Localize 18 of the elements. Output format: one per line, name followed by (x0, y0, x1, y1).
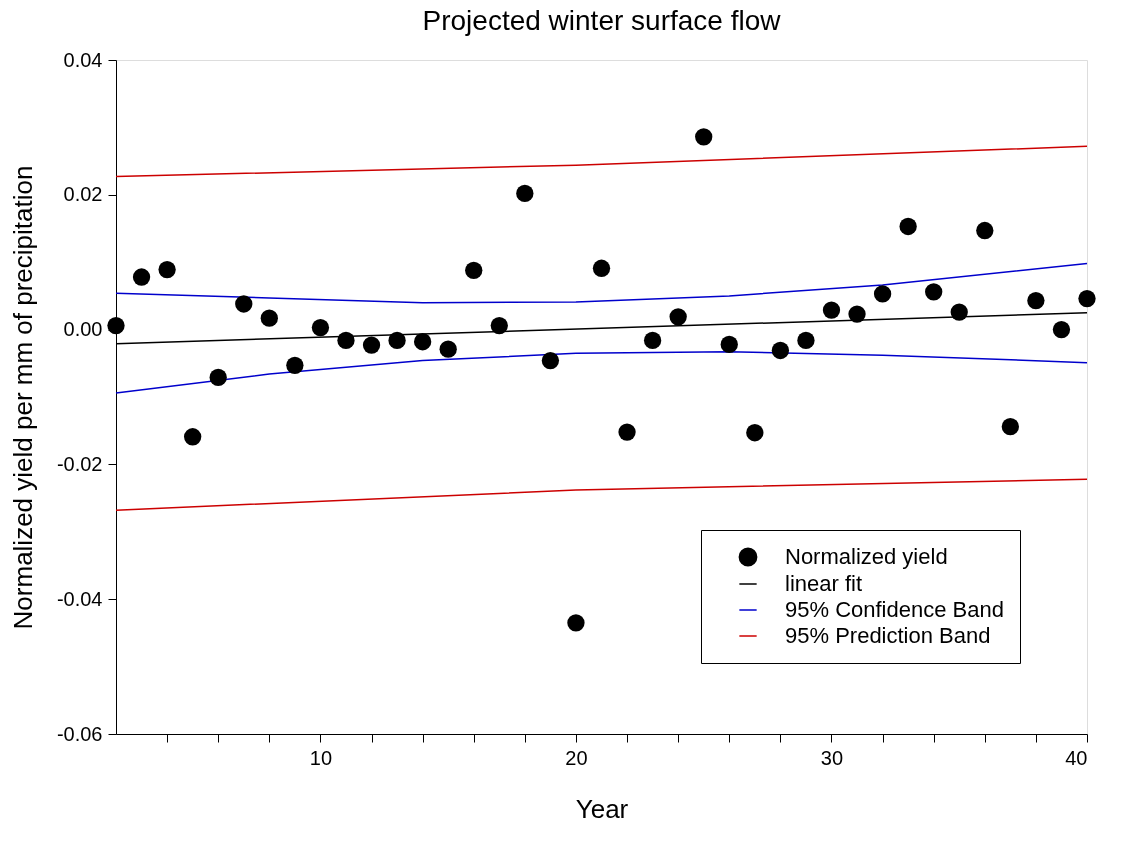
legend-label: 95% Confidence Band (785, 597, 1004, 622)
y-tick-label: -0.04 (56, 587, 103, 610)
y-tick-label: -0.06 (56, 722, 103, 745)
legend-label: linear fit (785, 571, 863, 596)
legend-label: Normalized yield (785, 544, 948, 569)
x-tick-label: 10 (309, 746, 333, 769)
y-tick-label: 0.02 (63, 183, 103, 206)
chart-title: Projected winter surface flow (422, 5, 782, 36)
x-tick-label: 20 (565, 746, 588, 769)
y-tick-label: 0.00 (63, 318, 103, 341)
line-series (115, 262, 1088, 304)
x-tick-label: 30 (820, 746, 844, 769)
y-tick-label: -0.02 (56, 452, 103, 475)
x-tick-label: 40 (1065, 746, 1088, 769)
y-tick-label: 0.04 (63, 48, 103, 71)
legend-label: 95% Prediction Band (785, 623, 991, 648)
y-axis-title: Normalized yield per mm of precipitation (7, 165, 38, 630)
x-axis-title: Year (575, 793, 629, 824)
